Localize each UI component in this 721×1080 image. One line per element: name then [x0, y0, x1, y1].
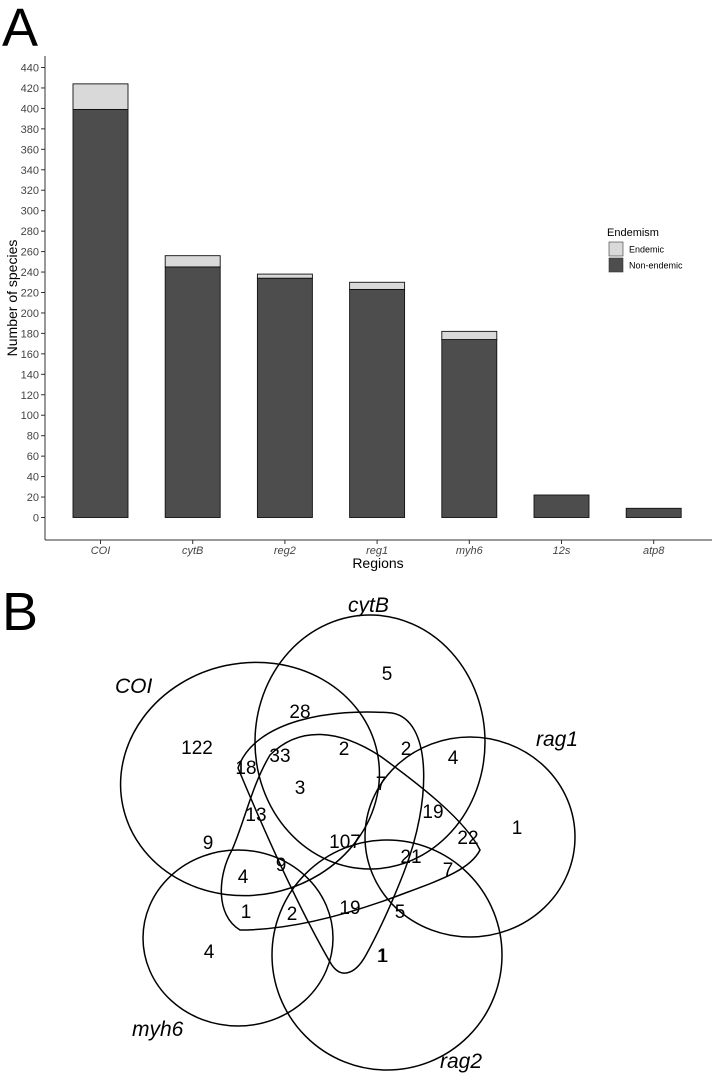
legend-title: Endemism [607, 227, 659, 239]
x-tick-label: myh6 [456, 545, 484, 557]
y-tick-label: 180 [21, 328, 39, 340]
venn-count: 1 [512, 818, 523, 839]
venn-set-COI [119, 661, 381, 897]
y-tick-label: 160 [21, 349, 39, 361]
y-ticks: 0 20 40 60 80 100 120 140 160 180 200 220 240 260 280 3… [21, 63, 45, 525]
venn-diagram [119, 614, 576, 1071]
y-tick-label: 80 [27, 431, 39, 443]
y-tick-label: 380 [21, 124, 39, 136]
y-tick-label: 140 [21, 369, 39, 381]
venn-inner-band-1 [237, 711, 425, 974]
y-axis-title: Number of species [4, 240, 20, 357]
venn-count: 5 [395, 902, 406, 923]
bar-non-endemic [349, 288, 406, 518]
venn-count: 107 [329, 832, 361, 853]
venn-count: 22 [457, 828, 478, 849]
x-axis-title: Regions [352, 555, 403, 571]
venn-count: 2 [287, 904, 298, 925]
venn-count: 1 [378, 946, 389, 967]
bar-chart: 0 20 40 60 80 100 120 140 160 180 200 220 240 260 280 3… [4, 56, 712, 571]
y-tick-label: 60 [27, 451, 39, 463]
bar-non-endemic [441, 339, 498, 518]
venn-count: 2 [339, 739, 350, 760]
venn-count: 4 [448, 748, 459, 769]
bar-endemic [164, 255, 221, 268]
legend-swatch-endemic [608, 241, 624, 257]
y-tick-label: 100 [21, 410, 39, 422]
y-tick-label: 120 [21, 390, 39, 402]
x-ticks: COI cytB reg2 reg1 myh6 12s atp8 [91, 540, 665, 557]
venn-count: 3 [295, 778, 306, 799]
y-tick-label: 20 [27, 492, 39, 504]
venn-count: 9 [203, 833, 214, 854]
y-tick-label: 400 [21, 103, 39, 115]
bar-non-endemic [533, 494, 590, 518]
venn-label-rag2: rag2 [440, 1050, 482, 1073]
panel-b-label: B [2, 582, 38, 642]
y-tick-label: 440 [21, 63, 39, 75]
legend: Endemism Endemic Non-endemic [607, 227, 683, 273]
panel-a-label: A [2, 0, 38, 58]
venn-set-rag2 [271, 839, 503, 1071]
legend-label-endemic: Endemic [629, 245, 665, 255]
venn-count: 5 [382, 664, 393, 685]
bar-non-endemic [164, 266, 221, 518]
legend-label-non-endemic: Non-endemic [629, 261, 683, 271]
y-tick-label: 200 [21, 308, 39, 320]
bar-endemic [441, 330, 498, 340]
venn-count: 33 [269, 746, 290, 767]
venn-count: 7 [443, 860, 454, 881]
venn-count: 1 [241, 902, 252, 923]
x-tick-label: reg1 [366, 545, 388, 557]
bars [72, 83, 682, 518]
venn-label-COI: COI [115, 675, 153, 698]
y-tick-label: 280 [21, 226, 39, 238]
venn-count: 7 [376, 774, 387, 795]
bar-non-endemic [72, 108, 129, 518]
y-tick-label: 220 [21, 288, 39, 300]
x-tick-label: COI [91, 545, 111, 557]
bar-endemic [256, 273, 313, 279]
venn-inner-band-2 [220, 733, 481, 931]
venn-set-myh6 [142, 849, 334, 1027]
venn-count: 4 [204, 942, 215, 963]
y-tick-label: 360 [21, 144, 39, 156]
legend-swatch-non-endemic [608, 257, 624, 273]
bar-endemic [72, 83, 129, 110]
venn-count: 19 [422, 802, 443, 823]
venn-count: 122 [181, 738, 213, 759]
venn-label-cytB: cytB [348, 594, 389, 617]
venn-count: 13 [245, 805, 266, 826]
venn-count: 19 [339, 898, 360, 919]
x-tick-label: atp8 [643, 545, 665, 557]
bar-endemic [349, 281, 406, 290]
venn-label-myh6: myh6 [132, 1018, 184, 1041]
x-tick-label: reg2 [274, 545, 296, 557]
y-tick-label: 320 [21, 185, 39, 197]
y-tick-label: 240 [21, 267, 39, 279]
venn-count: 4 [238, 867, 249, 888]
bar-non-endemic [256, 277, 313, 518]
y-tick-label: 260 [21, 247, 39, 259]
x-tick-label: cytB [182, 545, 203, 557]
x-tick-label: 12s [553, 545, 571, 557]
y-tick-label: 300 [21, 206, 39, 218]
venn-count: 21 [400, 847, 421, 868]
venn-count: 1 [377, 946, 388, 967]
y-tick-label: 0 [33, 513, 39, 525]
venn-count: 9 [276, 855, 287, 876]
y-tick-label: 340 [21, 165, 39, 177]
venn-label-rag1: rag1 [536, 728, 578, 751]
venn-count: 18 [235, 758, 256, 779]
venn-set-rag1 [364, 736, 576, 938]
venn-set-cytB [254, 614, 486, 870]
y-tick-label: 420 [21, 83, 39, 95]
bar-non-endemic [625, 507, 682, 518]
venn-count: 28 [289, 702, 310, 723]
y-tick-label: 40 [27, 472, 39, 484]
venn-count: 2 [401, 739, 412, 760]
